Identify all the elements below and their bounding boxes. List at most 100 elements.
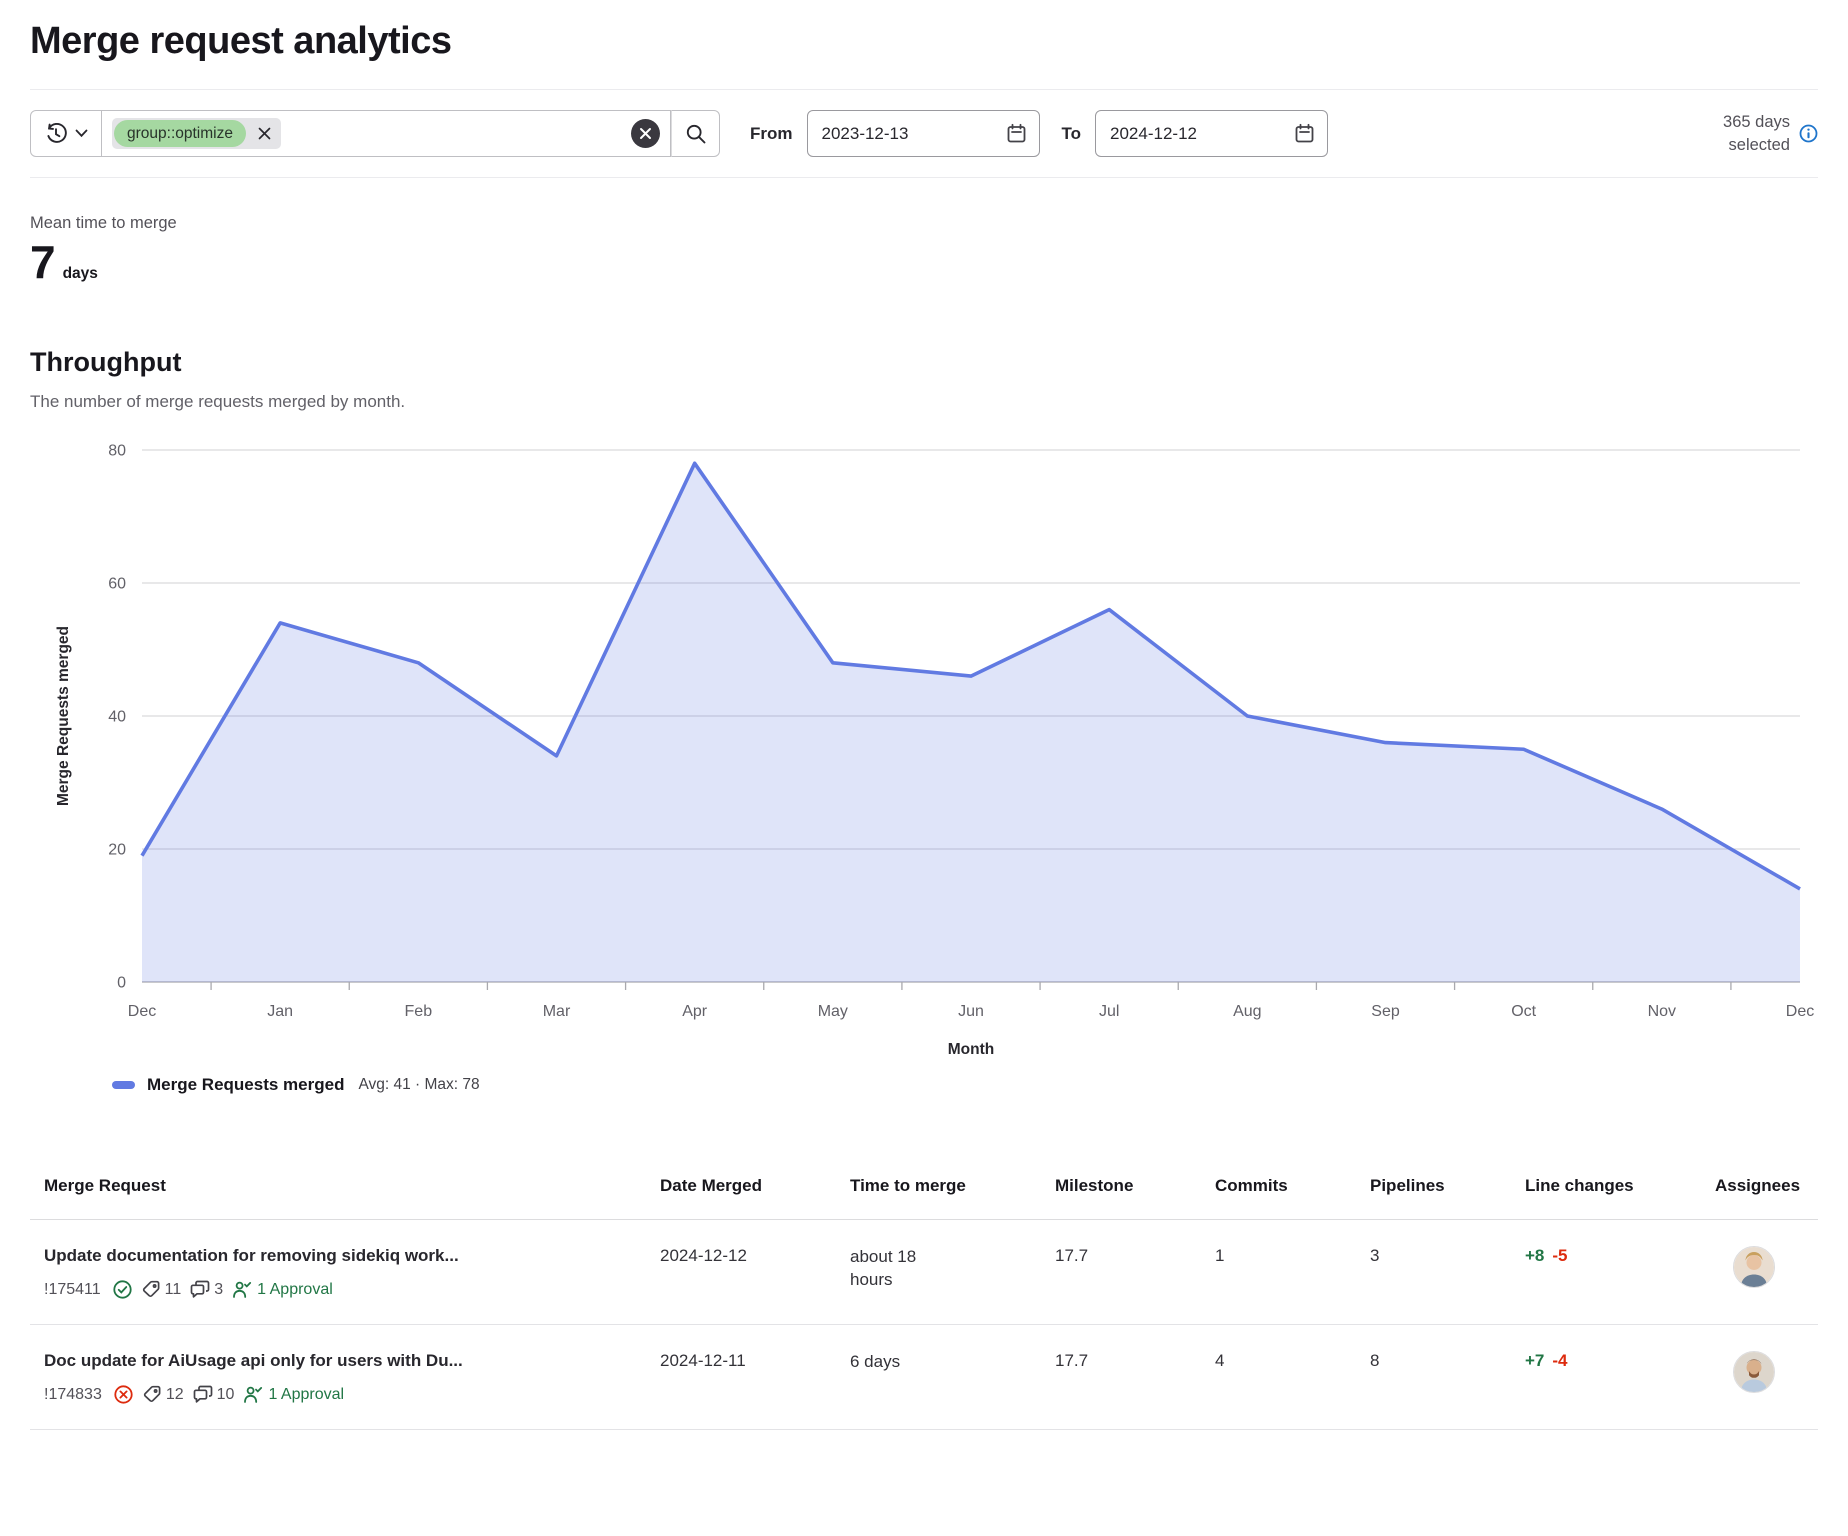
assignee-avatar[interactable] — [1733, 1351, 1775, 1393]
approval-icon — [243, 1385, 263, 1405]
labels-icon — [143, 1385, 162, 1404]
svg-text:Nov: Nov — [1648, 1003, 1676, 1020]
line-additions: +8 — [1525, 1246, 1544, 1265]
filter-token-label: group::optimize — [114, 120, 246, 147]
commits-count: 4 — [1205, 1325, 1360, 1429]
pipeline-passed-icon — [112, 1279, 133, 1300]
search-input[interactable]: group::optimize — [102, 110, 671, 157]
legend-swatch — [112, 1081, 135, 1089]
svg-text:Mar: Mar — [543, 1003, 571, 1020]
column-header-commits: Commits — [1205, 1161, 1360, 1219]
stat-unit: days — [63, 265, 98, 283]
approvals: 1 Approval — [243, 1385, 344, 1405]
svg-text:Sep: Sep — [1371, 1003, 1400, 1020]
legend-stats: Avg: 41 · Max: 78 — [358, 1076, 479, 1094]
info-icon[interactable] — [1799, 124, 1818, 143]
search-history-button[interactable] — [30, 110, 102, 157]
merge-request-id: !174833 — [44, 1386, 102, 1404]
svg-text:60: 60 — [108, 576, 126, 593]
throughput-description: The number of merge requests merged by m… — [30, 392, 1818, 412]
comments-icon — [193, 1385, 213, 1404]
pipelines-count: 3 — [1360, 1220, 1515, 1324]
date-merged: 2024-12-12 — [650, 1220, 840, 1324]
svg-text:Merge Requests merged: Merge Requests merged — [55, 626, 72, 806]
column-header-time-to-merge: Time to merge — [840, 1161, 1045, 1219]
from-date-field[interactable] — [807, 110, 1040, 157]
line-deletions: -4 — [1552, 1351, 1567, 1370]
time-to-merge: 6 days — [850, 1351, 960, 1374]
throughput-chart: 020406080DecJanFebMarAprMayJunJulAugSepO… — [30, 420, 1818, 1095]
mean-time-to-merge-stat: Mean time to merge 7 days — [30, 214, 1818, 289]
svg-text:40: 40 — [108, 709, 126, 726]
column-header-pipelines: Pipelines — [1360, 1161, 1515, 1219]
table-row: Update documentation for removing sideki… — [30, 1220, 1818, 1325]
merge-request-table: Merge Request Date Merged Time to merge … — [30, 1161, 1818, 1430]
approvals-label: 1 Approval — [257, 1281, 333, 1299]
commits-count: 1 — [1205, 1220, 1360, 1324]
svg-text:Month: Month — [948, 1041, 994, 1058]
legend-label: Merge Requests merged — [147, 1075, 344, 1095]
from-date-input[interactable] — [822, 124, 1006, 144]
svg-text:Jun: Jun — [958, 1003, 984, 1020]
to-date-field[interactable] — [1095, 110, 1328, 157]
column-header-line-changes: Line changes — [1515, 1161, 1705, 1219]
merge-request-title[interactable]: Update documentation for removing sideki… — [44, 1246, 634, 1266]
calendar-icon — [1294, 123, 1315, 144]
comments-count: 3 — [214, 1281, 223, 1299]
svg-text:Feb: Feb — [405, 1003, 433, 1020]
labels-count: 12 — [166, 1386, 184, 1404]
comments-count: 10 — [217, 1386, 235, 1404]
svg-text:Jan: Jan — [267, 1003, 293, 1020]
area-chart[interactable]: 020406080DecJanFebMarAprMayJunJulAugSepO… — [30, 420, 1818, 1073]
svg-text:May: May — [818, 1003, 848, 1020]
clear-search-button[interactable] — [631, 119, 660, 148]
time-to-merge: about 18 hours — [850, 1246, 960, 1292]
svg-text:Dec: Dec — [1786, 1003, 1814, 1020]
svg-text:20: 20 — [108, 842, 126, 859]
table-header: Merge Request Date Merged Time to merge … — [30, 1161, 1818, 1220]
approvals-label: 1 Approval — [268, 1386, 344, 1404]
stat-label: Mean time to merge — [30, 214, 1818, 233]
assignee-avatar[interactable] — [1733, 1246, 1775, 1288]
column-header-date-merged: Date Merged — [650, 1161, 840, 1219]
line-additions: +7 — [1525, 1351, 1544, 1370]
svg-text:0: 0 — [117, 975, 126, 992]
column-header-assignees: Assignees — [1705, 1161, 1818, 1219]
from-label: From — [750, 124, 793, 144]
column-header-merge-request: Merge Request — [30, 1161, 650, 1219]
merge-request-id: !175411 — [44, 1281, 101, 1299]
token-remove-button[interactable] — [248, 118, 281, 149]
labels-count: 11 — [165, 1281, 182, 1299]
filtered-search: group::optimize — [30, 110, 720, 157]
milestone: 17.7 — [1045, 1220, 1205, 1324]
date-merged: 2024-12-11 — [650, 1325, 840, 1429]
clear-icon — [639, 127, 652, 140]
filter-token: group::optimize — [112, 118, 281, 149]
svg-text:80: 80 — [108, 443, 126, 460]
history-icon — [44, 122, 68, 146]
line-deletions: -5 — [1552, 1246, 1567, 1265]
stat-value: 7 — [30, 235, 56, 289]
chart-legend[interactable]: Merge Requests merged Avg: 41 · Max: 78 — [30, 1075, 1818, 1095]
to-date-input[interactable] — [1110, 124, 1294, 144]
to-label: To — [1062, 124, 1082, 144]
milestone: 17.7 — [1045, 1325, 1205, 1429]
days-selected-text: 365 days selected — [1686, 111, 1790, 156]
filter-bar: group::optimize — [30, 89, 1818, 178]
comments-icon — [190, 1280, 210, 1299]
pipeline-failed-icon — [113, 1384, 134, 1405]
approvals: 1 Approval — [232, 1280, 333, 1300]
column-header-milestone: Milestone — [1045, 1161, 1205, 1219]
svg-text:Jul: Jul — [1099, 1003, 1119, 1020]
chevron-down-icon — [75, 129, 88, 138]
pipelines-count: 8 — [1360, 1325, 1515, 1429]
svg-text:Aug: Aug — [1233, 1003, 1261, 1020]
svg-text:Oct: Oct — [1511, 1003, 1536, 1020]
search-button[interactable] — [671, 110, 720, 157]
table-row: Doc update for AiUsage api only for user… — [30, 1325, 1818, 1430]
merge-request-title[interactable]: Doc update for AiUsage api only for user… — [44, 1351, 634, 1371]
svg-text:Dec: Dec — [128, 1003, 156, 1020]
calendar-icon — [1006, 123, 1027, 144]
labels-icon — [142, 1280, 161, 1299]
throughput-heading: Throughput — [30, 347, 1818, 378]
